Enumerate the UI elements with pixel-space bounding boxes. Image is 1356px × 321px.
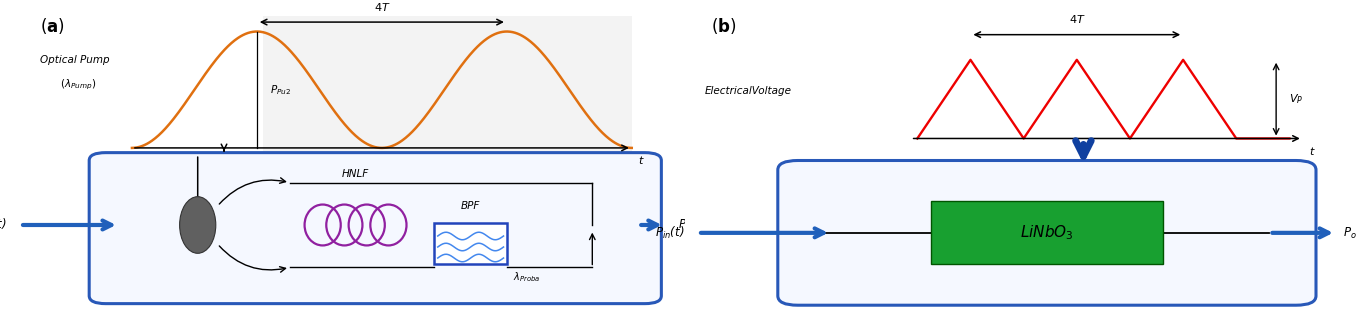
Text: $P_{in}$(t): $P_{in}$(t) <box>0 217 7 233</box>
Text: $P_{out}$(t): $P_{out}$(t) <box>678 217 713 233</box>
Text: Optical Pump: Optical Pump <box>39 55 110 65</box>
Text: BPF: BPF <box>461 201 480 211</box>
Text: $P_{Pu2}$: $P_{Pu2}$ <box>270 83 292 97</box>
Text: $LiNbO_3$: $LiNbO_3$ <box>1020 223 1074 242</box>
Text: $P_{in}$(t): $P_{in}$(t) <box>655 225 685 241</box>
Text: $(\lambda_{Pump})$: $(\lambda_{Pump})$ <box>60 78 96 92</box>
FancyBboxPatch shape <box>930 201 1163 264</box>
Text: HNLF: HNLF <box>342 169 369 179</box>
Ellipse shape <box>179 197 216 253</box>
Text: $P_{out}$(t): $P_{out}$(t) <box>1342 225 1356 241</box>
Text: $t$: $t$ <box>1310 145 1317 157</box>
FancyBboxPatch shape <box>678 0 1356 321</box>
FancyBboxPatch shape <box>778 160 1315 305</box>
Text: $4T$: $4T$ <box>373 1 391 13</box>
Text: $4T$: $4T$ <box>1069 13 1085 25</box>
Text: $(\mathbf{b})$: $(\mathbf{b})$ <box>712 16 736 36</box>
Text: $(\mathbf{a})$: $(\mathbf{a})$ <box>39 16 65 36</box>
Text: ElectricalVoltage: ElectricalVoltage <box>705 86 792 96</box>
Text: $t$: $t$ <box>639 154 645 166</box>
FancyBboxPatch shape <box>434 223 507 264</box>
FancyBboxPatch shape <box>7 0 678 321</box>
FancyBboxPatch shape <box>89 152 662 304</box>
Text: $\lambda_{Proba}$: $\lambda_{Proba}$ <box>514 271 541 284</box>
FancyBboxPatch shape <box>263 16 632 154</box>
Text: $V_{P}$: $V_{P}$ <box>1290 92 1303 106</box>
